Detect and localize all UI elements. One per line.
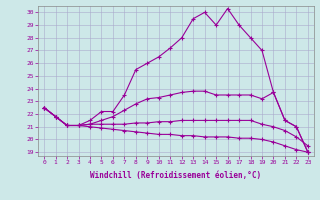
- X-axis label: Windchill (Refroidissement éolien,°C): Windchill (Refroidissement éolien,°C): [91, 171, 261, 180]
